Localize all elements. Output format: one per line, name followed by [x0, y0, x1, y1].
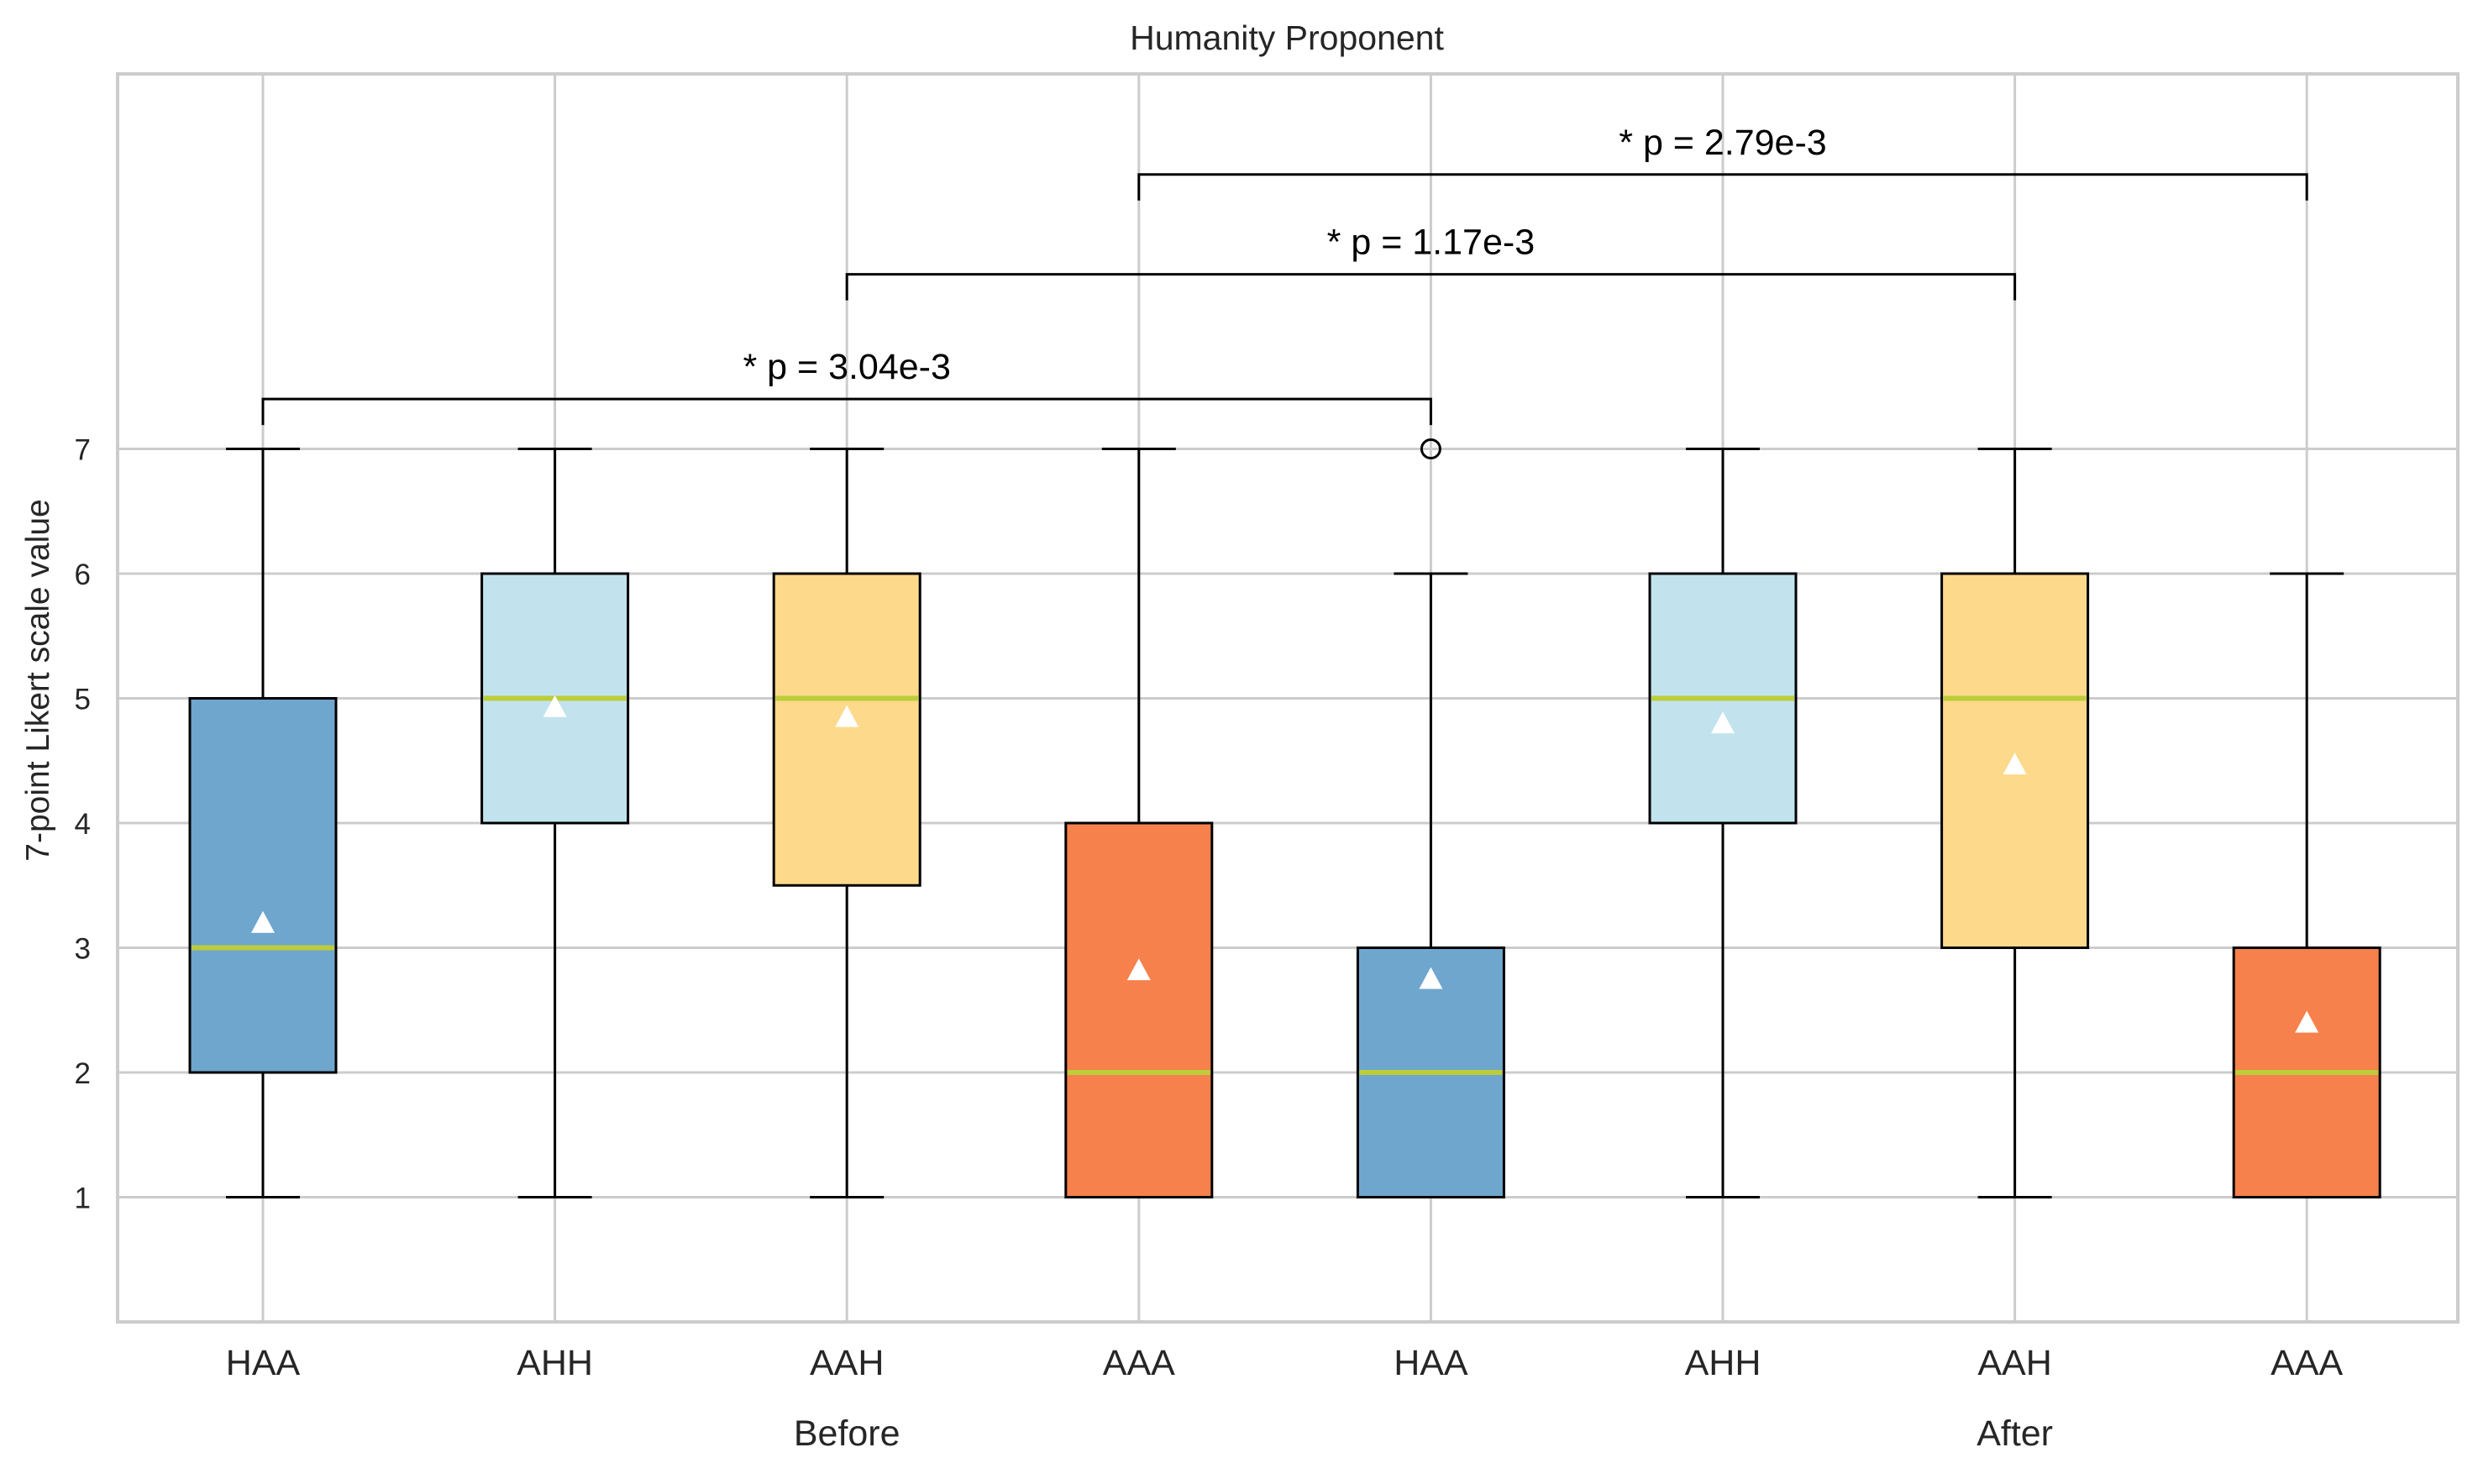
- box-body: [772, 572, 921, 887]
- x-tick-label: AAA: [1103, 1343, 1175, 1383]
- box-aah-after: [1940, 448, 2090, 1198]
- mean-marker: [251, 910, 275, 933]
- frame-layer: [116, 72, 2460, 1324]
- box-ahh-before: [480, 448, 630, 1198]
- significance-label: * p = 1.17e-3: [1327, 223, 1535, 263]
- x-tick-label: HAA: [1394, 1343, 1468, 1383]
- mean-marker: [1711, 711, 1735, 734]
- x-tick-label: AHH: [1685, 1343, 1761, 1383]
- y-axis-label: 7-point Likert scale value: [20, 499, 56, 861]
- box-body: [188, 697, 338, 1074]
- mean-marker: [2295, 1010, 2319, 1033]
- significance-bracket: * p = 1.17e-3: [845, 223, 2017, 301]
- plot-frame: [116, 72, 2460, 1324]
- significance-bracket: * p = 3.04e-3: [261, 347, 1432, 426]
- box-layer: [188, 438, 2381, 1198]
- mean-marker: [1126, 958, 1151, 981]
- chart-title: Humanity Proponent: [1130, 18, 1444, 57]
- significance-label: * p = 3.04e-3: [743, 347, 950, 387]
- bracket-line: [1137, 173, 2308, 201]
- x-tick-label: HAA: [226, 1343, 301, 1383]
- box-haa-before: [188, 448, 338, 1198]
- y-tick-label: 7: [75, 434, 91, 467]
- x-tick-label: AHH: [517, 1343, 593, 1383]
- significance-bracket: * p = 2.79e-3: [1137, 123, 2308, 201]
- group-label: After: [1977, 1413, 2053, 1454]
- box-ahh-after: [1648, 448, 1798, 1198]
- x-tick-label: AAH: [1977, 1343, 2051, 1383]
- box-aaa-after: [2232, 572, 2381, 1198]
- mean-marker: [543, 695, 567, 717]
- bracket-line: [261, 397, 1432, 426]
- significance-label: * p = 2.79e-3: [1619, 123, 1826, 163]
- box-aaa-before: [1064, 448, 1214, 1198]
- group-label: Before: [794, 1413, 900, 1454]
- bracket-line: [845, 273, 2017, 301]
- significance-layer: * p = 3.04e-3 * p = 1.17e-3 * p = 2.79e-3: [261, 123, 2308, 426]
- box-aah-before: [772, 448, 921, 1198]
- box-haa-after: [1356, 438, 1505, 1198]
- y-tick-label: 3: [75, 933, 91, 966]
- y-tick-label: 1: [75, 1182, 91, 1215]
- mean-marker: [2003, 752, 2027, 775]
- label-layer: Humanity Proponent 7-point Likert scale …: [20, 18, 2344, 1454]
- x-tick-label: AAA: [2271, 1343, 2343, 1383]
- outlier-point: [1420, 438, 1441, 459]
- box-body: [1064, 821, 1214, 1198]
- y-tick-label: 6: [75, 558, 91, 591]
- y-tick-label: 5: [75, 684, 91, 716]
- mean-marker: [1419, 967, 1443, 989]
- y-tick-label: 4: [75, 808, 91, 841]
- mean-marker: [835, 705, 859, 727]
- x-tick-label: AAH: [810, 1343, 884, 1383]
- y-tick-label: 2: [75, 1057, 91, 1090]
